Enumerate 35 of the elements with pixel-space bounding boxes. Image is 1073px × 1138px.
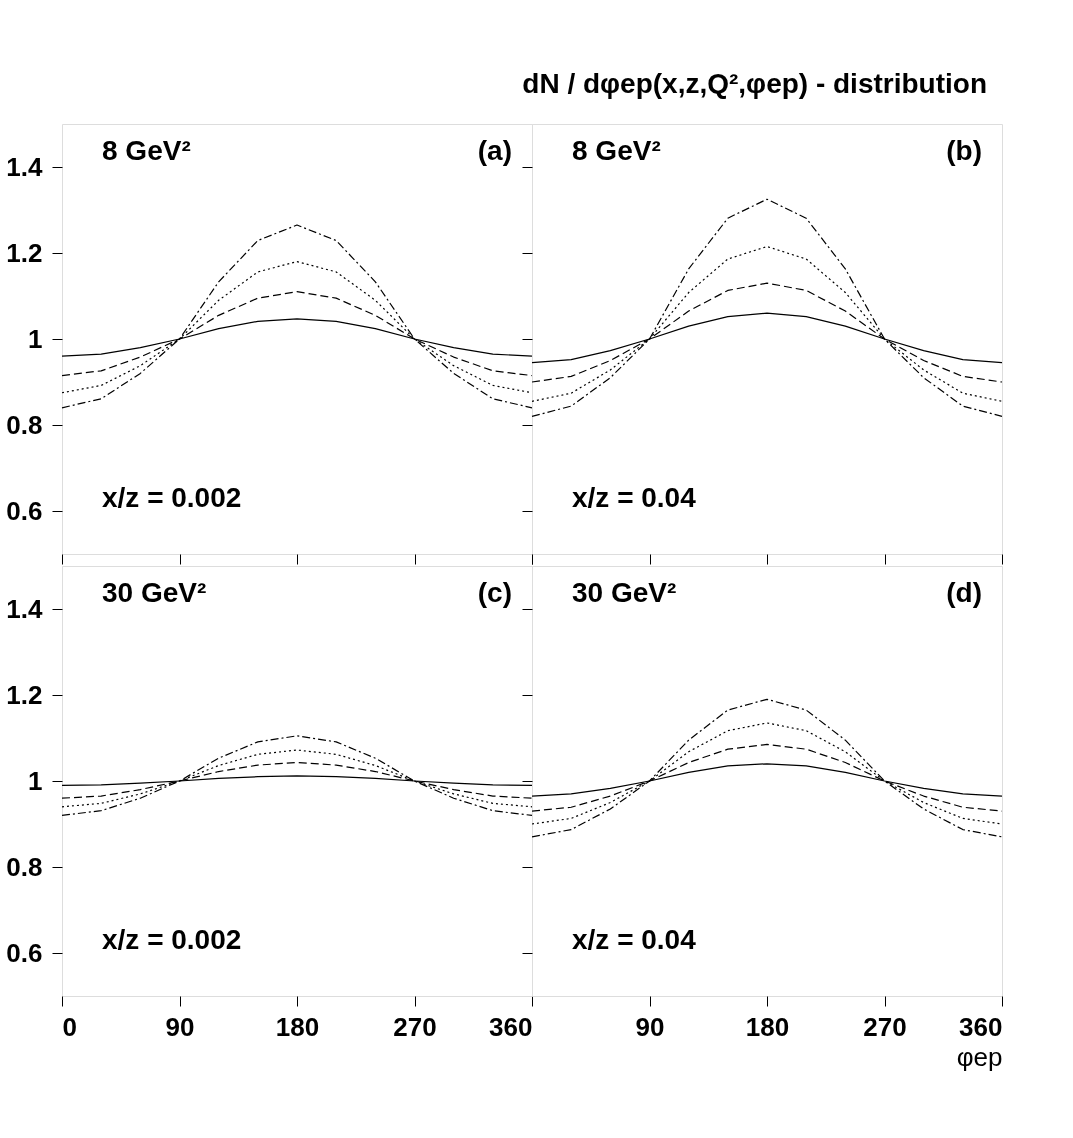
annotation: 30 GeV² [572,577,677,608]
annotation: x/z = 0.04 [572,924,697,955]
x-tick-label: 270 [393,1011,437,1042]
annotation: (d) [946,577,982,608]
annotation: (a) [477,135,512,166]
y-tick-label: 1 [28,323,43,354]
y-tick-label: 0.8 [6,409,43,440]
y-tick-label: 0.8 [6,851,43,882]
x-tick-label: 360 [959,1011,1003,1042]
annotation: 8 GeV² [572,135,661,166]
annotation: (c) [477,577,512,608]
chart-title: dN / dφep(x,z,Q²,φep) - distribution [522,68,987,99]
x-tick-label: 90 [635,1011,665,1042]
x-tick-label: 0 [62,1011,77,1042]
annotation: x/z = 0.002 [102,482,242,513]
annotation: x/z = 0.002 [102,924,242,955]
y-tick-label: 1.4 [6,593,44,624]
annotation: 30 GeV² [102,577,207,608]
y-tick-label: 1.2 [6,679,43,710]
y-tick-label: 0.6 [6,937,43,968]
x-tick-label: 360 [489,1011,533,1042]
line-series [61,735,533,816]
annotation: (b) [946,135,982,166]
y-tick-label: 1.4 [6,151,44,182]
line-series [61,224,533,409]
x-tick-label: 180 [745,1011,790,1042]
annotation: 8 GeV² [102,135,191,166]
x-tick-label: 270 [863,1011,907,1042]
x-tick-label: 180 [275,1011,320,1042]
y-tick-label: 0.6 [6,495,43,526]
x-axis-title: φep [956,1041,1003,1072]
x-tick-label: 90 [165,1011,195,1042]
y-tick-label: 1.2 [6,237,43,268]
y-tick-label: 1 [28,765,43,796]
annotation: x/z = 0.04 [572,482,697,513]
